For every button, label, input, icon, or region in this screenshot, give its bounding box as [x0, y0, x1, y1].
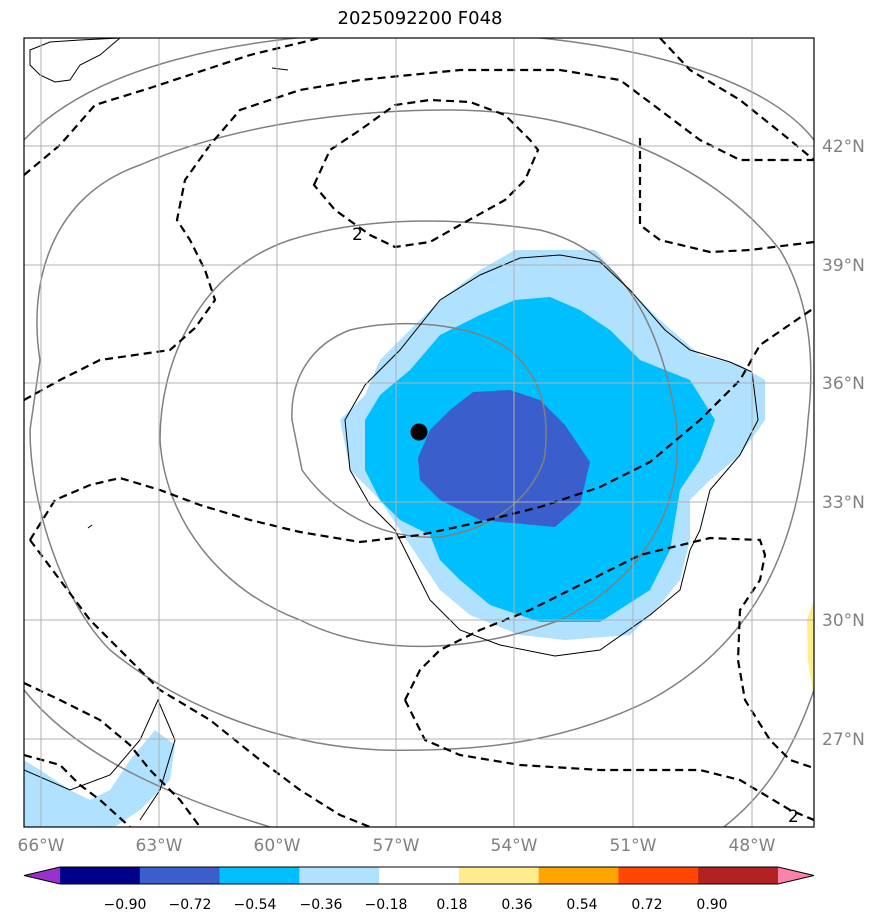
colorbar-tick: 0.18	[436, 897, 467, 913]
colorbar	[23, 866, 815, 885]
lon-label: 63°W	[136, 836, 183, 856]
colorbar-tick: 0.72	[631, 897, 662, 913]
latitude-labels: 42°N 39°N 36°N 33°N 30°N 27°N	[822, 137, 865, 750]
lon-label: 60°W	[254, 836, 301, 856]
graticule	[24, 38, 814, 827]
lat-label: 30°N	[822, 611, 865, 631]
lat-label: 27°N	[822, 730, 865, 750]
colorbar-segment	[139, 867, 221, 884]
colorbar-segment	[458, 867, 540, 884]
colorbar-segment	[299, 867, 380, 884]
east-yellow-fill	[807, 600, 814, 700]
lat-label: 42°N	[822, 137, 865, 157]
storm-center-marker	[410, 423, 428, 441]
colorbar-extend-min	[24, 867, 60, 884]
colorbar-segment	[379, 867, 460, 884]
colorbar-tick: −0.54	[234, 897, 277, 913]
colorbar-tick: 0.36	[501, 897, 532, 913]
dashed-contours	[24, 38, 814, 827]
black-thin-contours	[24, 38, 759, 821]
colorbar-segment	[618, 867, 699, 884]
lon-label: 54°W	[491, 836, 538, 856]
colorbar-segment	[538, 867, 619, 884]
grey-contours	[24, 38, 814, 827]
contour-label-north: 2	[352, 225, 363, 245]
colorbar-tick: 0.54	[566, 897, 597, 913]
colorbar-tick: −0.90	[104, 897, 147, 913]
map-title: 2025092200 F048	[337, 8, 503, 29]
contour-label-southeast: 2	[788, 807, 799, 827]
dark-blue-fill	[418, 390, 590, 527]
lat-label: 39°N	[822, 256, 865, 276]
lat-label: 36°N	[822, 374, 865, 394]
colorbar-tick: 0.90	[696, 897, 727, 913]
colorbar-extend-max	[778, 867, 814, 884]
colorbar-tick: −0.18	[365, 897, 408, 913]
lat-label: 33°N	[822, 493, 865, 513]
map-area: 2 2	[24, 38, 814, 827]
lon-label: 66°W	[18, 836, 65, 856]
colorbar-segment	[219, 867, 300, 884]
lon-label: 51°W	[610, 836, 657, 856]
colorbar-tick: −0.36	[300, 897, 343, 913]
colorbar-segment	[60, 867, 141, 884]
lon-label: 48°W	[729, 836, 776, 856]
colorbar-tick: −0.72	[169, 897, 212, 913]
map-frame	[23, 37, 815, 828]
colorbar-tick-labels: −0.90 −0.72 −0.54 −0.36 −0.18 0.18 0.36 …	[104, 897, 728, 913]
longitude-labels: 66°W 63°W 60°W 57°W 54°W 51°W 48°W	[18, 836, 776, 856]
colorbar-segment	[698, 867, 779, 884]
lon-label: 57°W	[373, 836, 420, 856]
colorbar-outline	[23, 866, 815, 885]
